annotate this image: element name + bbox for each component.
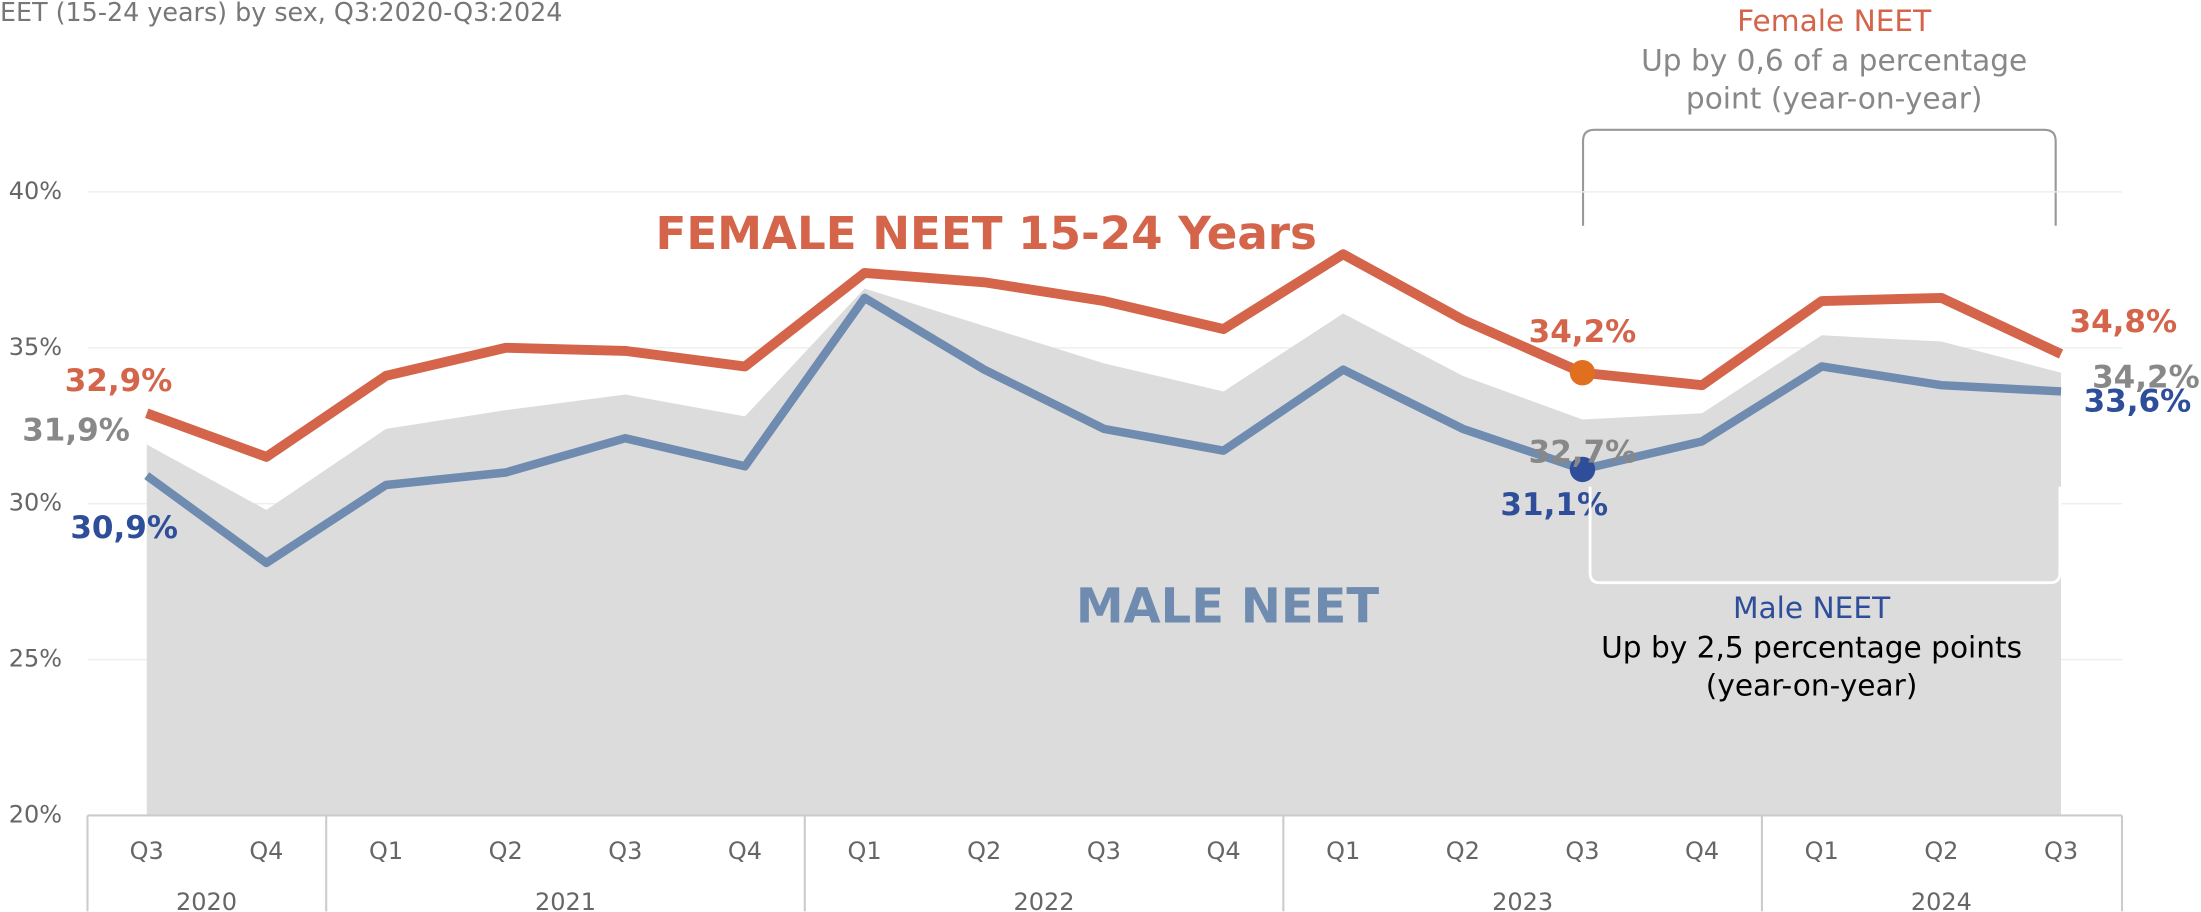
data-label: 31,9% <box>22 413 130 449</box>
y-tick-label: 35% <box>9 333 62 361</box>
x-tick-label: Q3 <box>2044 837 2078 865</box>
x-group-label: 2023 <box>1492 888 1553 912</box>
x-tick-label: Q4 <box>249 837 283 865</box>
data-label: 31,1% <box>1500 487 1608 523</box>
annotation: (year-on-year) <box>1706 669 1918 703</box>
x-tick-label: Q3 <box>608 837 642 865</box>
x-tick-label: Q1 <box>369 837 403 865</box>
data-label: 32,7% <box>1529 434 1637 470</box>
x-tick-label: Q4 <box>1206 837 1240 865</box>
annotation: point (year-on-year) <box>1686 82 1983 116</box>
female-bracket <box>1581 128 2057 226</box>
data-label: 30,9% <box>70 510 178 546</box>
x-group-label: 2020 <box>176 888 237 912</box>
line <box>144 293 2062 568</box>
series-label: MALE NEET <box>1076 579 1380 635</box>
annotation: Female NEET <box>1737 4 1932 38</box>
data-label: 34,2% <box>1529 314 1637 350</box>
x-tick-label: Q2 <box>489 837 523 865</box>
line <box>145 249 2064 462</box>
x-tick-label: Q4 <box>1685 837 1719 865</box>
x-tick-label: Q2 <box>1924 837 1958 865</box>
x-group-label: 2021 <box>535 888 596 912</box>
data-label: 33,6% <box>2084 384 2192 420</box>
x-group-label: 2024 <box>1911 888 1972 912</box>
y-tick-label: 30% <box>9 489 62 517</box>
annotation: Up by 2,5 percentage points <box>1601 631 2022 665</box>
x-tick-label: Q1 <box>1326 837 1360 865</box>
area <box>146 288 2062 816</box>
highlight-dot <box>1569 360 1596 386</box>
x-tick-label: Q3 <box>1565 837 1599 865</box>
highlight-dot <box>1569 456 1596 483</box>
y-tick-label: 20% <box>9 800 62 828</box>
male-bracket <box>1588 486 2062 585</box>
x-tick-label: Q3 <box>1087 837 1121 865</box>
x-tick-label: Q3 <box>130 837 164 865</box>
chart-title: EET (15-24 years) by sex, Q3:2020-Q3:202… <box>0 0 562 27</box>
x-tick-label: Q1 <box>848 837 882 865</box>
x-tick-label: Q4 <box>728 837 762 865</box>
data-label: 34,2% <box>2092 359 2200 395</box>
data-label: 32,9% <box>65 363 173 399</box>
y-tick-label: 40% <box>9 177 62 205</box>
y-tick-label: 25% <box>9 645 62 673</box>
data-label: 34,8% <box>2070 304 2178 340</box>
x-group-label: 2022 <box>1014 888 1075 912</box>
x-tick-label: Q2 <box>967 837 1001 865</box>
annotation: Male NEET <box>1733 591 1891 625</box>
series-label: FEMALE NEET 15-24 Years <box>656 207 1317 260</box>
annotation: Up by 0,6 of a percentage <box>1641 44 2027 78</box>
x-tick-label: Q2 <box>1446 837 1480 865</box>
x-tick-label: Q1 <box>1805 837 1839 865</box>
